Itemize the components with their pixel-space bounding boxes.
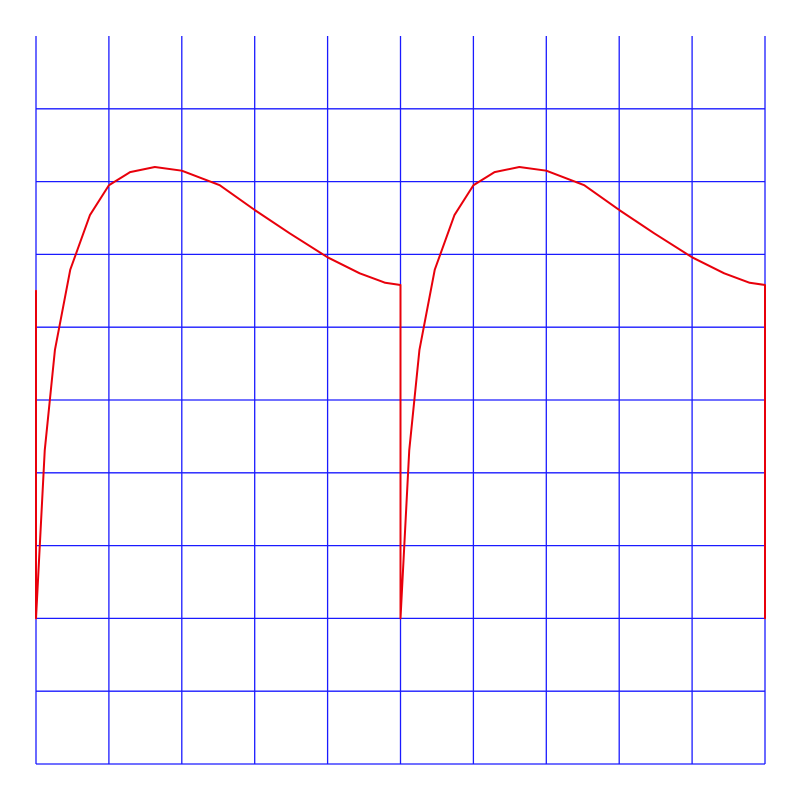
waveform-line [35, 166, 766, 620]
